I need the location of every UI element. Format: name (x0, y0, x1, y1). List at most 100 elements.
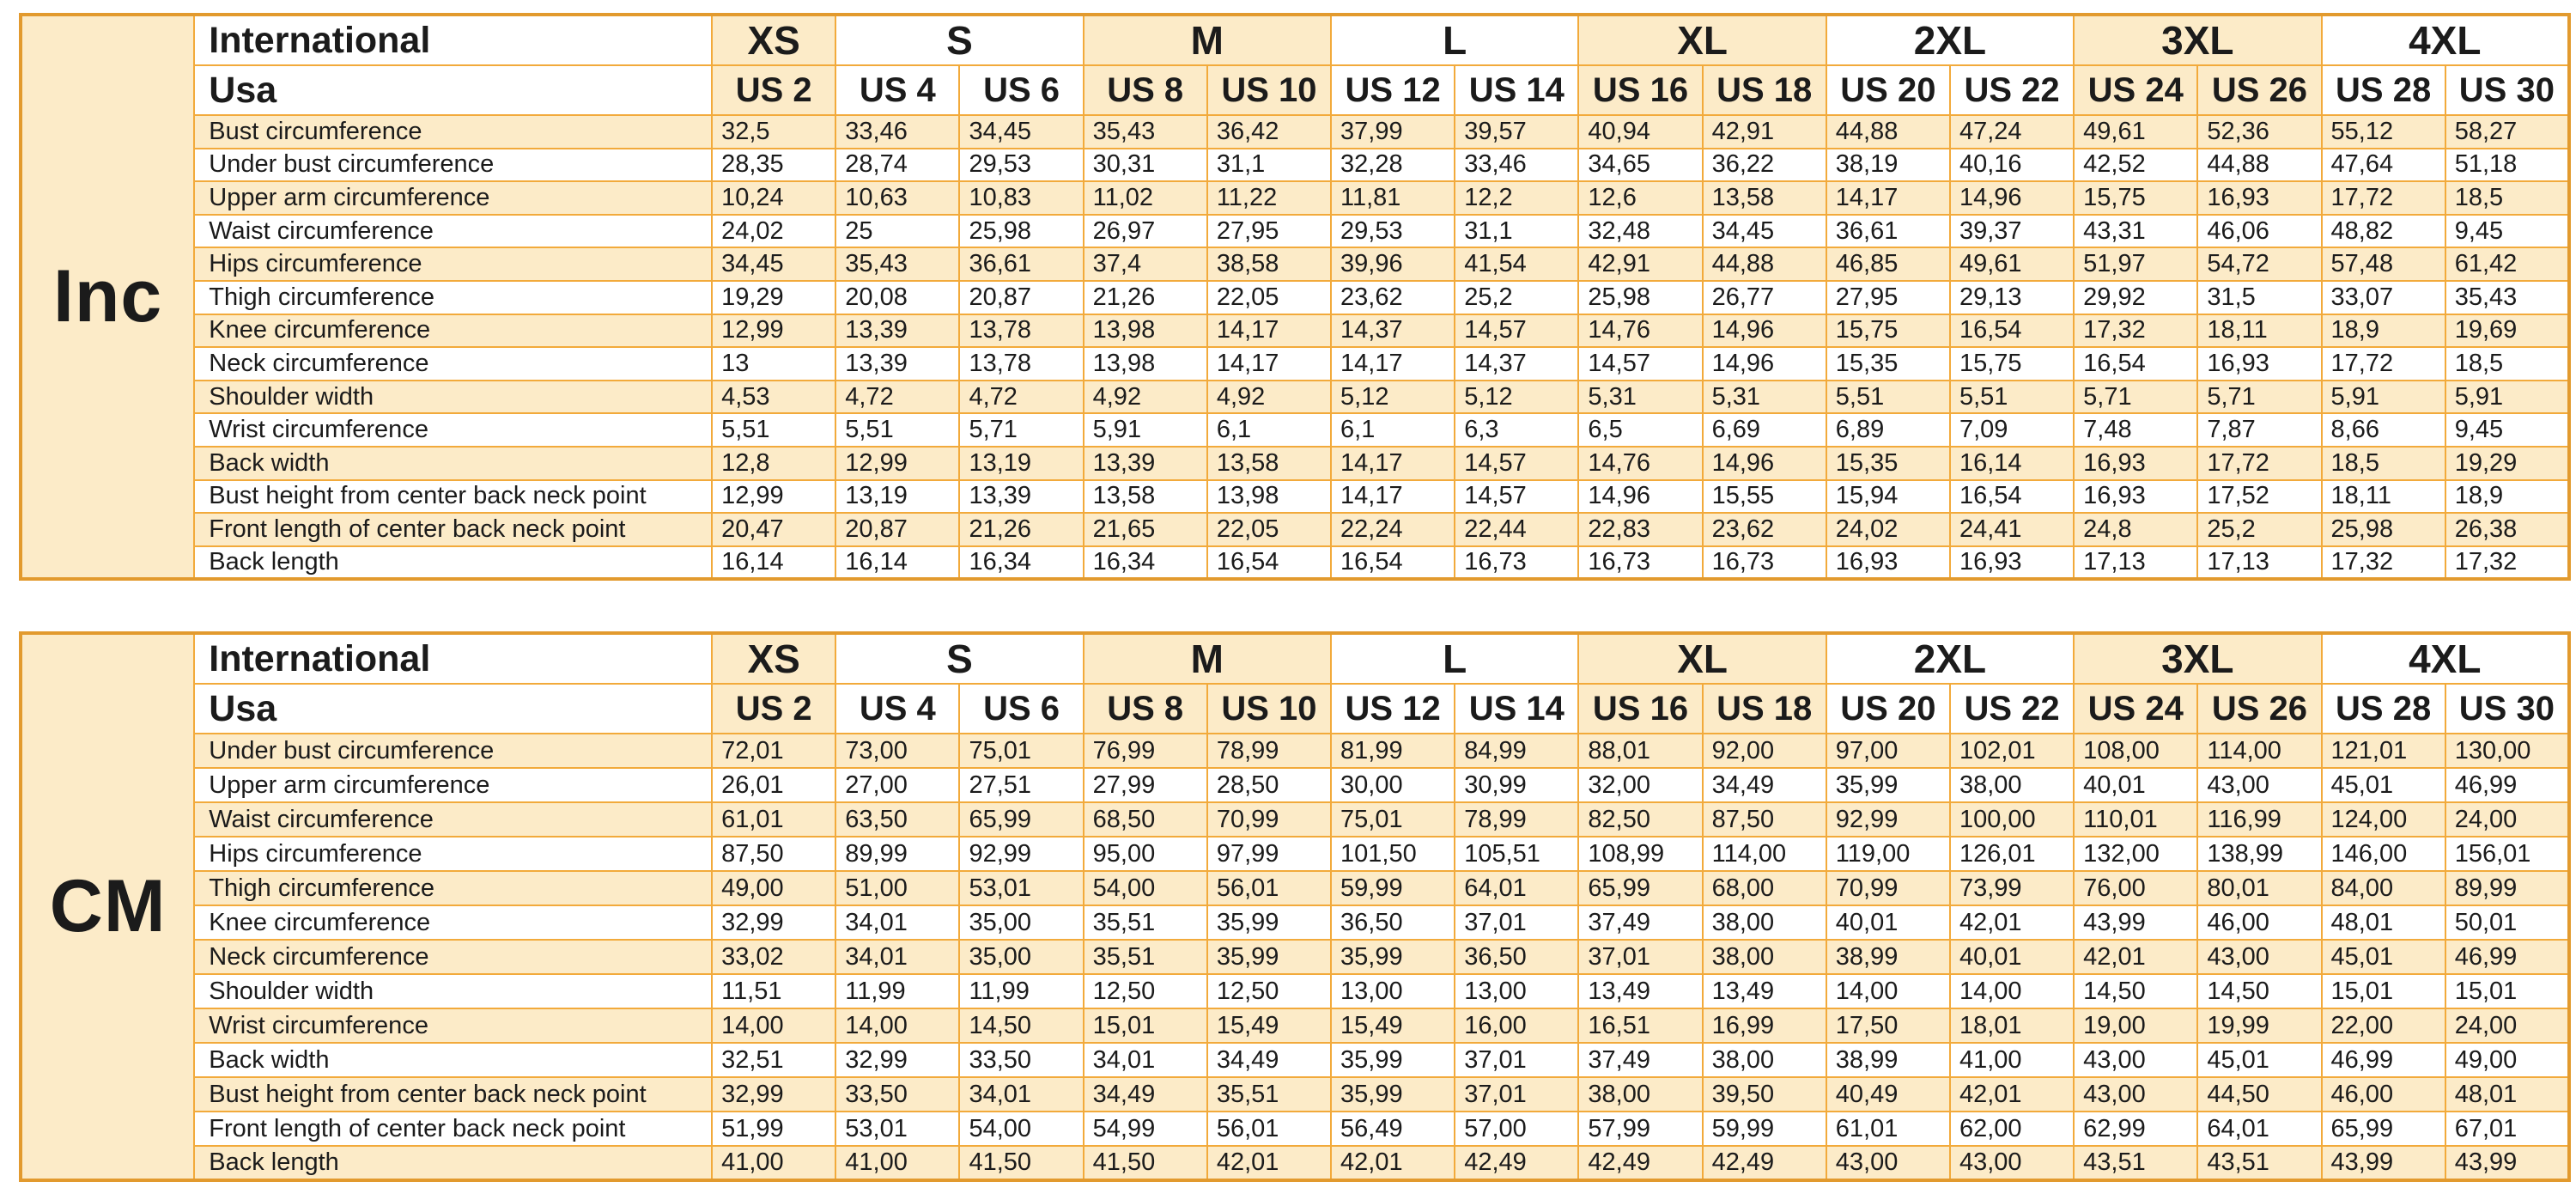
table-row: Back width 32,51 32,99 33,50 34,01 34,49 35,99… (21, 1042, 2571, 1078)
us-size-header: US 22 (1948, 64, 2075, 116)
measurement-value: 22,00 (2320, 1008, 2446, 1044)
measurement-value: 41,00 (1948, 1042, 2075, 1078)
table-row: Wrist circumference 14,00 14,00 14,50 15,01 1… (21, 1008, 2571, 1044)
measurement-value: 68,50 (1082, 801, 1208, 838)
measurement-value: 37,99 (1330, 114, 1456, 149)
table-row: Upper arm circumference 26,01 27,00 27,51 27… (21, 767, 2571, 803)
measurement-value: 70,99 (1206, 801, 1333, 838)
measurement-value: 65,99 (958, 801, 1084, 838)
measurement-label: Back width (193, 445, 714, 481)
measurement-value: 19,00 (2073, 1008, 2199, 1044)
unit-label: Inc (19, 13, 196, 581)
measurement-value: 32,51 (711, 1042, 837, 1078)
measurement-value: 37,49 (1577, 1042, 1704, 1078)
measurement-value: 156,01 (2444, 836, 2571, 872)
measurement-value: 15,35 (1825, 346, 1951, 381)
measurement-value: 13,39 (958, 478, 1084, 515)
measurement-value: 13,39 (835, 346, 961, 381)
measurement-value: 78,99 (1206, 733, 1333, 769)
measurement-value: 43,99 (2320, 1145, 2446, 1181)
measurement-value: 35,99 (1825, 767, 1951, 803)
measurement-label: Under bust circumference (193, 147, 714, 183)
table-row: Neck circumference 33,02 34,01 35,00 35,51 35… (21, 939, 2571, 975)
measurement-value: 44,50 (2196, 1076, 2323, 1112)
measurement-value: 40,01 (1825, 905, 1951, 941)
measurement-value: 34,01 (835, 939, 961, 975)
measurement-value: 56,01 (1206, 1111, 1333, 1147)
measurement-value: 43,99 (2073, 905, 2199, 941)
measurement-value: 17,13 (2073, 545, 2199, 581)
measurement-value: 43,51 (2073, 1145, 2199, 1181)
measurement-value: 18,9 (2320, 313, 2446, 349)
us-size-header: US 8 (1082, 64, 1208, 116)
measurement-value: 14,17 (1825, 180, 1951, 216)
measurement-value: 126,01 (1948, 836, 2075, 872)
measurement-value: 89,99 (2444, 870, 2571, 906)
measurement-value: 14,37 (1454, 346, 1580, 381)
measurement-value: 11,22 (1206, 180, 1333, 216)
measurement-value: 24,02 (711, 213, 837, 249)
measurement-value: 38,99 (1825, 1042, 1951, 1078)
measurement-value: 41,50 (958, 1145, 1084, 1181)
us-size-header: US 16 (1577, 683, 1704, 734)
measurement-value: 15,75 (1825, 313, 1951, 349)
us-size-header: US 18 (1701, 64, 1827, 116)
measurement-value: 43,00 (2196, 767, 2323, 803)
measurement-value: 46,85 (1825, 247, 1951, 282)
us-size-header: US 18 (1701, 683, 1827, 734)
measurement-value: 13,58 (1206, 445, 1333, 481)
measurement-value: 16,73 (1577, 545, 1704, 581)
measurement-value: 9,45 (2444, 213, 2571, 249)
measurement-value: 31,1 (1454, 213, 1580, 249)
measurement-value: 10,83 (958, 180, 1084, 216)
measurement-value: 16,93 (2073, 478, 2199, 515)
measurement-value: 12,2 (1454, 180, 1580, 216)
measurement-value: 75,01 (958, 733, 1084, 769)
measurement-value: 36,61 (958, 247, 1084, 282)
measurement-value: 35,43 (1082, 114, 1208, 149)
measurement-value: 14,17 (1330, 346, 1456, 381)
measurement-value: 17,50 (1825, 1008, 1951, 1044)
measurement-value: 18,01 (1948, 1008, 2075, 1044)
measurement-value: 40,94 (1577, 114, 1704, 149)
measurement-value: 35,99 (1206, 939, 1333, 975)
measurement-value: 15,75 (1948, 346, 2075, 381)
measurement-value: 14,37 (1330, 313, 1456, 349)
measurement-value: 119,00 (1825, 836, 1951, 872)
measurement-label: Thigh circumference (193, 870, 714, 906)
measurement-value: 130,00 (2444, 733, 2571, 769)
measurement-value: 51,97 (2073, 247, 2199, 282)
measurement-value: 28,74 (835, 147, 961, 183)
measurement-value: 101,50 (1330, 836, 1456, 872)
measurement-label: Upper arm circumference (193, 767, 714, 803)
measurement-value: 92,99 (1825, 801, 1951, 838)
measurement-value: 10,24 (711, 180, 837, 216)
table-row: Waist circumference 61,01 63,50 65,99 68,50 7… (21, 801, 2571, 838)
measurement-value: 12,99 (711, 313, 837, 349)
measurement-value: 34,45 (711, 247, 837, 282)
measurement-value: 18,9 (2444, 478, 2571, 515)
measurement-value: 25,98 (2320, 512, 2446, 547)
us-size-header: US 4 (835, 683, 961, 734)
measurement-value: 38,19 (1825, 147, 1951, 183)
measurement-value: 30,99 (1454, 767, 1580, 803)
measurement-value: 116,99 (2196, 801, 2323, 838)
measurement-label: Under bust circumference (193, 733, 714, 769)
measurement-value: 45,01 (2196, 1042, 2323, 1078)
measurement-value: 28,50 (1206, 767, 1333, 803)
us-size-header: US 24 (2073, 683, 2199, 734)
measurement-value: 46,00 (2196, 905, 2323, 941)
us-size-header: US 30 (2444, 64, 2571, 116)
measurement-value: 124,00 (2320, 801, 2446, 838)
measurement-value: 34,49 (1701, 767, 1827, 803)
measurement-value: 67,01 (2444, 1111, 2571, 1147)
measurement-value: 33,50 (835, 1076, 961, 1112)
size-group-header: L (1330, 632, 1580, 685)
measurement-value: 27,95 (1206, 213, 1333, 249)
measurement-value: 97,99 (1206, 836, 1333, 872)
measurement-value: 40,01 (2073, 767, 2199, 803)
measurement-value: 108,00 (2073, 733, 2199, 769)
measurement-value: 44,88 (2196, 147, 2323, 183)
measurement-value: 51,18 (2444, 147, 2571, 183)
measurement-value: 12,6 (1577, 180, 1704, 216)
